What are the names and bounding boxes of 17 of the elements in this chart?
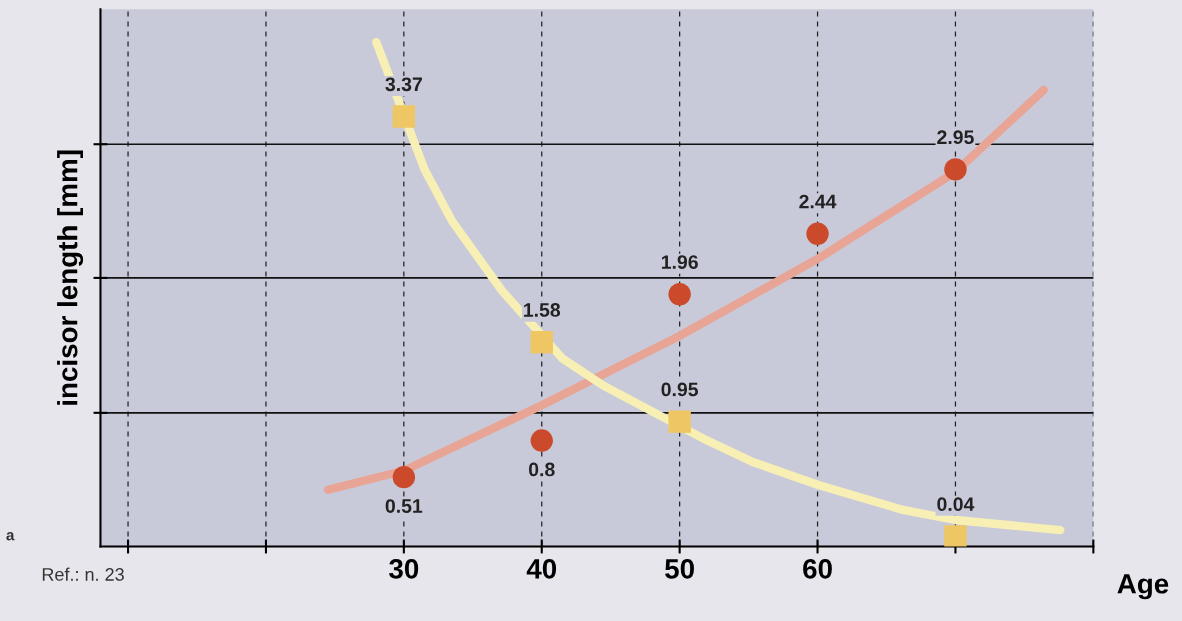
data-label: 0.95 — [661, 382, 699, 397]
data-label: 1.58 — [524, 303, 561, 317]
data-label: 0.51 — [385, 499, 423, 513]
y-axis-title: incisor length [mm] — [57, 150, 84, 405]
x-tick-label: 60 — [803, 559, 832, 579]
data-label: 0.8 — [529, 462, 555, 477]
text: Ref.: n. 23 — [42, 567, 124, 581]
x-tick-label: 40 — [526, 559, 557, 579]
data-label: 0.04 — [937, 497, 975, 512]
x-axis-title: Age — [1117, 574, 1169, 600]
text: a — [6, 532, 15, 541]
data-label: 1.96 — [661, 255, 698, 269]
x-tick-label: 50 — [665, 559, 694, 579]
data-label: 2.95 — [937, 130, 974, 145]
x-tick-label: 30 — [389, 559, 419, 579]
data-label: 2.44 — [799, 194, 837, 209]
data-label: 3.37 — [385, 77, 422, 92]
